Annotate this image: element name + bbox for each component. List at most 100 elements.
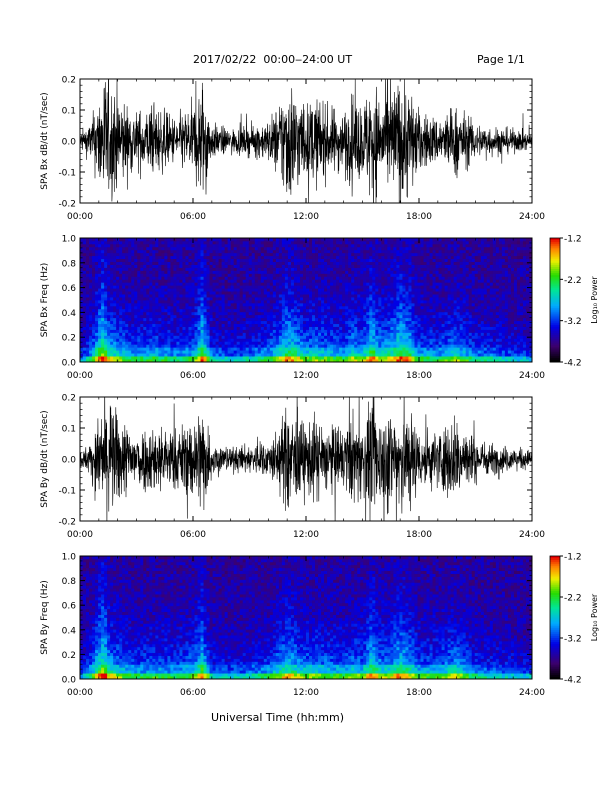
spectrogram-cell xyxy=(122,291,126,295)
spectrogram-cell xyxy=(206,238,210,242)
spectrogram-cell xyxy=(245,279,250,283)
spectrogram-cell xyxy=(309,320,313,325)
spectrogram-cell xyxy=(128,243,132,248)
spectrogram-cell xyxy=(318,311,322,316)
spectrogram-cell xyxy=(324,264,328,268)
spectrogram-cell xyxy=(98,311,102,316)
spectrogram-cell xyxy=(278,302,283,307)
spectrogram-cell xyxy=(366,246,370,251)
spectrogram-cell xyxy=(107,314,111,319)
spectrogram-cell xyxy=(269,255,274,260)
spectrogram-cell xyxy=(179,308,183,313)
spectrogram-cell xyxy=(227,311,232,316)
spectrogram-cell xyxy=(191,323,195,327)
spectrogram-cell xyxy=(324,338,328,342)
spectrogram-cell xyxy=(128,252,132,257)
spectrogram-cell xyxy=(104,279,108,283)
spectrogram-cell xyxy=(80,255,84,260)
spectrogram-cell xyxy=(242,323,247,327)
spectrogram-cell xyxy=(390,308,394,313)
spectrogram-cell xyxy=(197,261,201,265)
spectrogram-cell xyxy=(107,347,111,351)
spectrogram-cell xyxy=(134,238,138,242)
series-line xyxy=(80,79,532,203)
spectrogram-cell xyxy=(254,344,259,348)
spectrogram-cell xyxy=(351,294,355,298)
spectrogram-cell xyxy=(248,297,253,301)
spectrogram-cell xyxy=(296,347,301,351)
spectrogram-cell xyxy=(330,317,334,322)
spectrogram-cell xyxy=(293,311,298,316)
spectrogram-cell xyxy=(206,285,210,289)
spectrogram-cell xyxy=(408,258,412,263)
spectrogram-cell xyxy=(426,261,430,265)
spectrogram-cell xyxy=(393,335,397,339)
spectrogram-cell xyxy=(312,359,316,363)
spectrogram-cell xyxy=(149,264,153,268)
spectrogram-cell xyxy=(185,332,189,336)
spectrogram-cell xyxy=(390,249,394,254)
spectrogram-cell xyxy=(405,326,409,330)
spectrogram-cell xyxy=(158,344,162,348)
spectrogram-cell xyxy=(312,326,316,330)
spectrogram-cell xyxy=(224,347,229,351)
spectrogram-cell xyxy=(408,347,412,351)
spectrogram-cell xyxy=(293,323,298,327)
spectrogram-cell xyxy=(384,356,388,360)
spectrogram-cell xyxy=(179,305,183,310)
spectrogram-cell xyxy=(360,305,364,310)
spectrogram-cell xyxy=(405,282,409,286)
spectrogram-cell xyxy=(414,359,418,363)
spectrogram-cell xyxy=(426,285,430,289)
spectrogram-cell xyxy=(182,285,186,289)
spectrogram-cell xyxy=(98,305,102,310)
spectrogram-cell xyxy=(242,270,247,274)
spectrogram-cell xyxy=(378,291,382,295)
spectrogram-cell xyxy=(324,335,328,339)
spectrogram-cell xyxy=(230,305,235,310)
spectrogram-cell xyxy=(342,326,346,330)
spectrogram-cell xyxy=(423,347,427,351)
spectrogram-cell xyxy=(381,314,385,319)
spectrogram-cell xyxy=(254,240,259,245)
spectrogram-cell xyxy=(312,264,316,268)
spectrogram-cell xyxy=(278,344,283,348)
spectrogram-cell xyxy=(351,359,355,363)
spectrogram-cell xyxy=(321,279,325,283)
spectrogram-cell xyxy=(191,279,195,283)
spectrogram-cell xyxy=(390,314,394,319)
spectrogram-cell xyxy=(321,294,325,298)
spectrogram-cell xyxy=(281,238,286,242)
spectrogram-cell xyxy=(164,261,168,265)
spectrogram-cell xyxy=(254,305,259,310)
spectrogram-cell xyxy=(309,243,313,248)
spectrogram-cell xyxy=(167,314,171,319)
spectrogram-cell xyxy=(80,338,84,342)
spectrogram-cell xyxy=(423,255,427,260)
spectrogram-cell xyxy=(233,294,238,298)
spectrogram-cell xyxy=(396,288,400,292)
spectrogram-cell xyxy=(152,285,156,289)
spectrogram-cell xyxy=(296,344,301,348)
spectrogram-cell xyxy=(278,308,283,313)
spectrogram-cell xyxy=(290,302,295,307)
spectrogram-cell xyxy=(206,320,210,325)
spectrogram-cell xyxy=(185,267,189,271)
spectrogram-cell xyxy=(372,350,376,354)
spectrogram-cell xyxy=(381,332,385,336)
spectrogram-cell xyxy=(212,273,216,277)
spectrogram-cell xyxy=(312,305,316,310)
spectrogram-cell xyxy=(119,341,123,345)
spectrogram-cell xyxy=(173,258,177,263)
spectrogram-cell xyxy=(408,320,412,325)
spectrogram-cell xyxy=(167,276,171,280)
spectrogram-cell xyxy=(125,252,129,257)
spectrogram-cell xyxy=(408,329,412,333)
spectrogram-cell xyxy=(113,285,117,289)
spectrogram-cell xyxy=(342,311,346,316)
spectrogram-cell xyxy=(299,356,304,360)
spectrogram-cell xyxy=(188,341,192,345)
spectrogram-cell xyxy=(260,308,265,313)
spectrogram-cell xyxy=(309,344,313,348)
